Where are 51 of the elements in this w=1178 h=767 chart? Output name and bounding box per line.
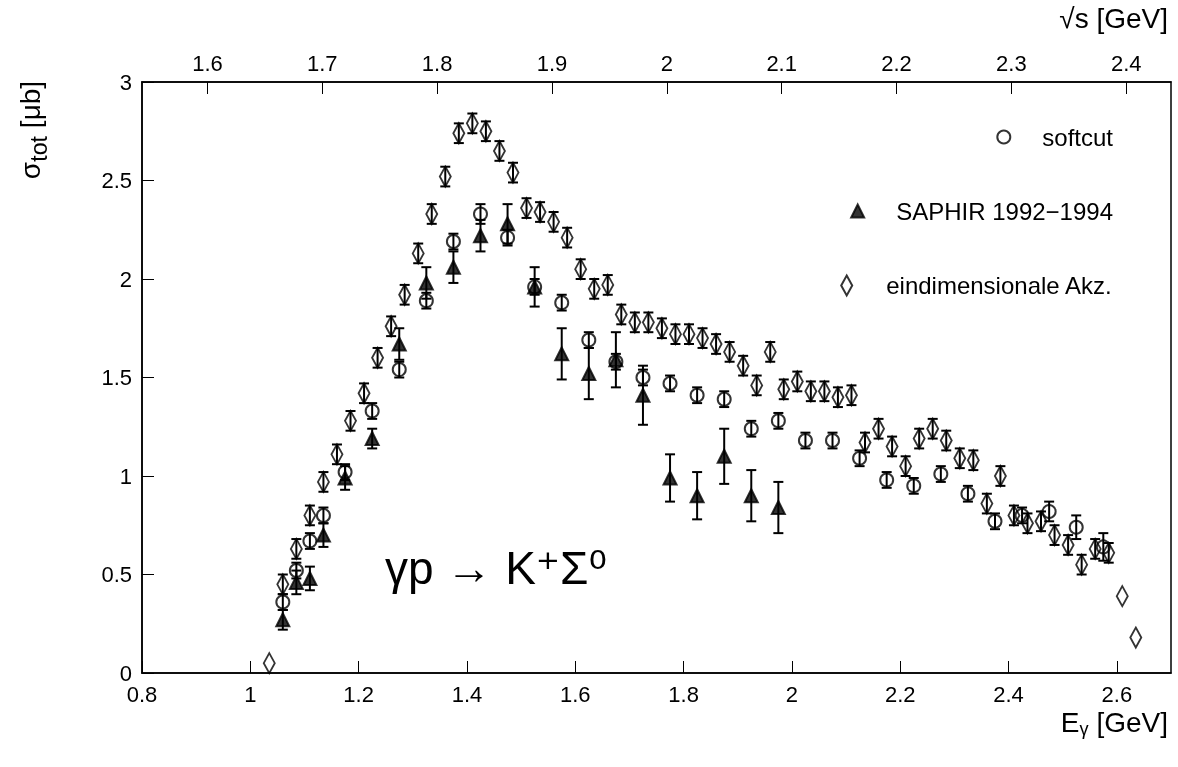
x2-tick-label: 1.6 <box>192 50 223 76</box>
x2-tick-label: 2.4 <box>1110 50 1142 76</box>
point <box>500 216 516 232</box>
y-tick-label: 1.5 <box>101 365 132 390</box>
y-tick-label: 3 <box>119 69 132 95</box>
point <box>391 336 407 352</box>
x-tick-label: 1.2 <box>343 681 374 707</box>
x2-tick-label: 2.1 <box>766 50 797 76</box>
x2-tick-label: 1.8 <box>421 50 453 76</box>
point <box>716 448 732 464</box>
point <box>337 470 353 486</box>
x-tick-label: 1.4 <box>451 681 483 707</box>
point <box>418 275 434 291</box>
x-tick-label: 2 <box>785 681 799 707</box>
x2-axis-title: √s [GeV] <box>1059 2 1168 34</box>
point <box>743 488 759 504</box>
x-tick-label: 1.6 <box>559 681 591 707</box>
point <box>1041 503 1057 519</box>
x2-tick-label: 2.2 <box>881 50 912 76</box>
x-tick-label: 2.4 <box>993 681 1024 707</box>
x-tick-label: 2.2 <box>884 681 916 707</box>
annotation: γp → K⁺Σ⁰ <box>385 542 607 594</box>
x2-tick-label: 1.9 <box>536 50 568 76</box>
x2-tick-label: 2.3 <box>996 50 1027 76</box>
point <box>1095 539 1111 555</box>
y-tick-label: 2 <box>119 266 132 292</box>
y-tick-label: 0.5 <box>101 562 132 587</box>
y-tick-label: 1 <box>119 463 132 489</box>
point <box>635 387 651 403</box>
point <box>662 470 678 486</box>
legend-label: eindimensionale Akz. <box>886 272 1112 299</box>
point <box>1068 519 1084 535</box>
x2-tick-label: 2 <box>660 50 673 76</box>
point <box>302 570 318 586</box>
x2-tick-label: 1.7 <box>307 50 338 76</box>
point <box>689 488 705 504</box>
point <box>472 228 488 244</box>
point <box>315 527 331 543</box>
point <box>554 346 570 362</box>
point <box>275 612 291 628</box>
point <box>770 500 786 516</box>
point <box>364 431 380 447</box>
point <box>445 259 461 275</box>
point <box>288 574 304 590</box>
y-tick-label: 2.5 <box>101 168 132 193</box>
legend-label: softcut <box>1042 123 1114 151</box>
x-tick-label: 1.8 <box>668 681 699 707</box>
legend-label: SAPHIR 1992−1994 <box>896 197 1114 225</box>
point <box>581 366 597 382</box>
x-tick-label: 1 <box>244 681 257 707</box>
x-tick-label: 2.6 <box>1101 681 1133 707</box>
